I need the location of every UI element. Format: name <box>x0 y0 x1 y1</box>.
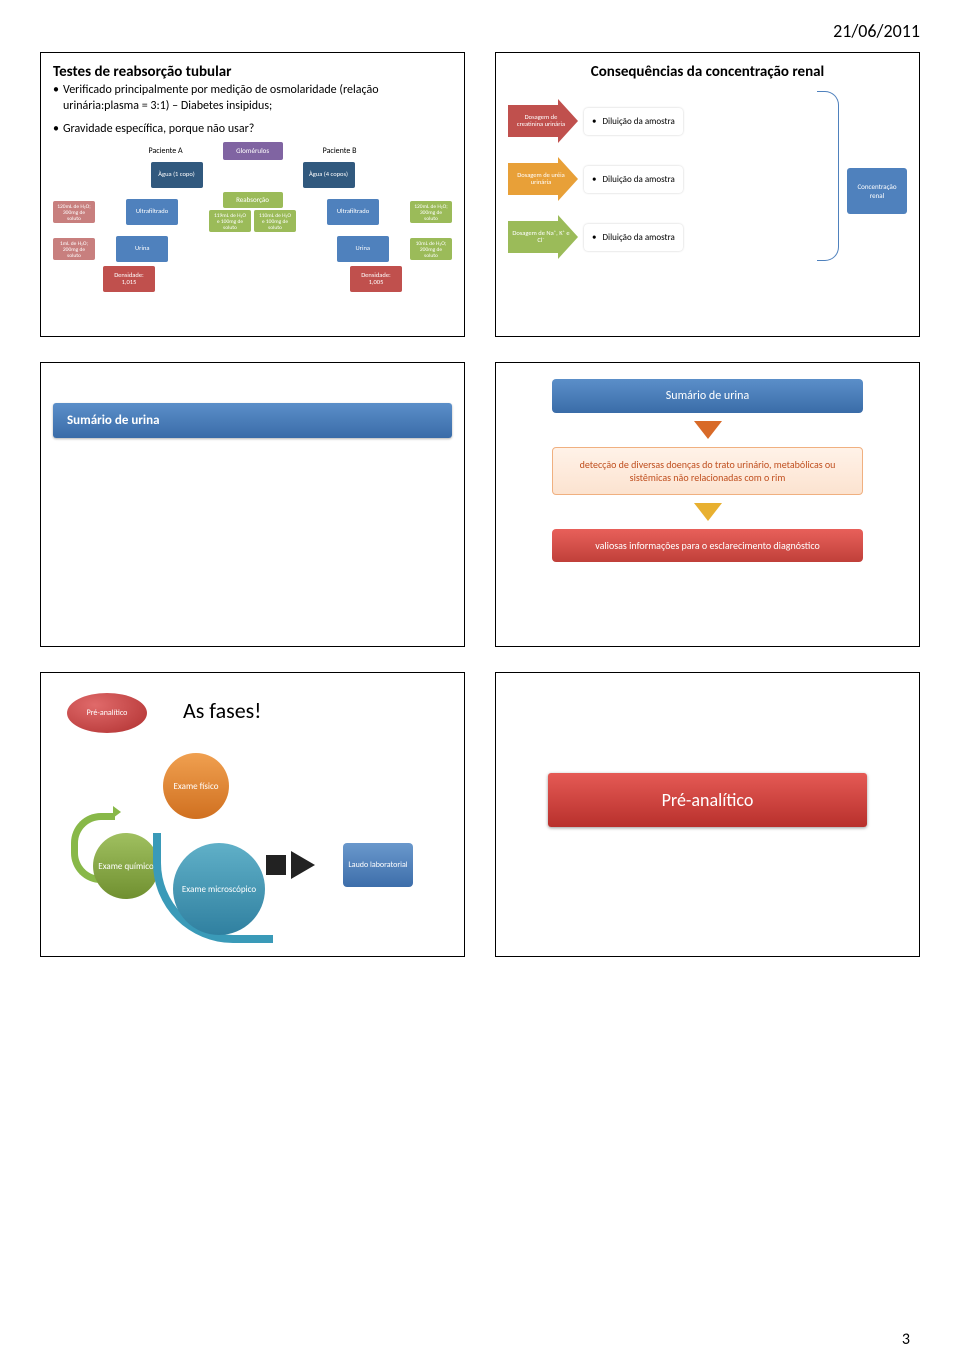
pre-analitico-oval: Pré-analítico <box>67 693 147 733</box>
s2-badge-1-text: Dosagem de uréia urinária <box>512 172 570 186</box>
h2o-a: 120mL de H₂O; 300mg de soluto <box>53 201 95 223</box>
mid1: 119mL de H₂O e 100mg de soluto <box>209 210 251 232</box>
dens2: Densidade: 1,005 <box>350 266 402 292</box>
arrow-down-1-icon <box>694 421 722 439</box>
big-arrow-icon <box>291 851 315 879</box>
slide1-diagram: Paciente A Glomérulos Paciente B Àgua (1… <box>53 142 452 292</box>
slide3-bar: Sumário de urina <box>53 403 452 438</box>
s2-badge-2-text: Dosagem de Na⁺, K⁺ e Cl⁻ <box>512 230 570 244</box>
dens1: Densidade: 1,015 <box>103 266 155 292</box>
gear-microscopico: Exame microscópico <box>173 843 265 935</box>
ultra-b: Ultrafiltrado <box>327 199 379 225</box>
slides-grid: Testes de reabsorção tubular •Verificado… <box>40 52 920 957</box>
s2-badge-0-text: Dosagem de creatinina urinária <box>512 114 570 128</box>
slide1-title: Testes de reabsorção tubular <box>53 63 452 81</box>
slide2-list: Dosagem de creatinina urinária Diluição … <box>508 91 809 291</box>
bracket-icon <box>817 91 839 261</box>
s4-box1: Sumário de urina <box>552 379 863 413</box>
conc-renal: Concentração renal <box>847 168 907 214</box>
laudo-box: Laudo laboratorial <box>343 843 413 887</box>
urina-a: Urina <box>116 236 168 262</box>
s4-box2: detecção de diversas doenças do trato ur… <box>552 447 863 495</box>
u2: 10mL de H₂O; 200mg de soluto <box>410 238 452 260</box>
gear-quimico: Exame químico <box>93 833 159 899</box>
pac-b: Paciente B <box>323 146 357 156</box>
s2-badge-0: Dosagem de creatinina urinária <box>508 99 578 143</box>
s2-item-2: Dosagem de Na⁺, K⁺ e Cl⁻ Diluição da amo… <box>508 215 809 259</box>
gear-fisico: Exame físico <box>163 753 229 819</box>
s2-badge-1: Dosagem de uréia urinária <box>508 157 578 201</box>
slide1-bullet2: •Gravidade específica, porque não usar? <box>53 122 452 138</box>
s2-text-1: Diluição da amostra <box>584 166 683 193</box>
slide-4: Sumário de urina detecção de diversas do… <box>495 362 920 647</box>
agua-b: Àgua (4 copos) <box>303 162 355 188</box>
s2-item-0: Dosagem de creatinina urinária Diluição … <box>508 99 809 143</box>
slide-2: Consequências da concentração renal Dosa… <box>495 52 920 337</box>
page-number: 3 <box>902 1330 910 1349</box>
gear-micro-text: Exame microscópico <box>182 884 256 895</box>
pac-a: Paciente A <box>149 146 183 156</box>
s2-badge-2: Dosagem de Na⁺, K⁺ e Cl⁻ <box>508 215 578 259</box>
slide-3: Sumário de urina <box>40 362 465 647</box>
fases-title: As fases! <box>183 697 261 724</box>
slide-5: Pré-analítico As fases! Exame físico Exa… <box>40 672 465 957</box>
slide2-title: Consequências da concentração renal <box>508 63 907 81</box>
mid2: 110mL de H₂O e 100mg de soluto <box>254 210 296 232</box>
gear-fisico-text: Exame físico <box>174 781 219 792</box>
s2-item-1: Dosagem de uréia urinária Diluição da am… <box>508 157 809 201</box>
glomerulos: Glomérulos <box>223 142 283 160</box>
s2-text-2: Diluição da amostra <box>584 224 683 251</box>
slide1-b1-text: Verificado principalmente por medição de… <box>63 83 452 114</box>
arrow-down-2-icon <box>694 503 722 521</box>
urina-b: Urina <box>337 236 389 262</box>
s2-text-0: Diluição da amostra <box>584 108 683 135</box>
s4-box3: valiosas informações para o esclarecimen… <box>552 529 863 562</box>
page-date: 21/06/2011 <box>40 20 920 42</box>
ultra-a: Ultrafiltrado <box>126 199 178 225</box>
h2o-b: 120mL de H₂O; 300mg de soluto <box>410 201 452 223</box>
slide-1: Testes de reabsorção tubular •Verificado… <box>40 52 465 337</box>
slide-6: Pré-analítico <box>495 672 920 957</box>
slide1-b2-text: Gravidade específica, porque não usar? <box>63 122 254 138</box>
agua-a: Àgua (1 copo) <box>151 162 203 188</box>
reabsorcao: Reabsorção <box>223 192 283 208</box>
s6-box: Pré-analítico <box>548 773 867 827</box>
slide1-bullet1: •Verificado principalmente por medição d… <box>53 83 452 114</box>
u1: 1mL de H₂O; 200mg de soluto <box>53 238 95 260</box>
gear-quimico-text: Exame químico <box>98 861 153 872</box>
